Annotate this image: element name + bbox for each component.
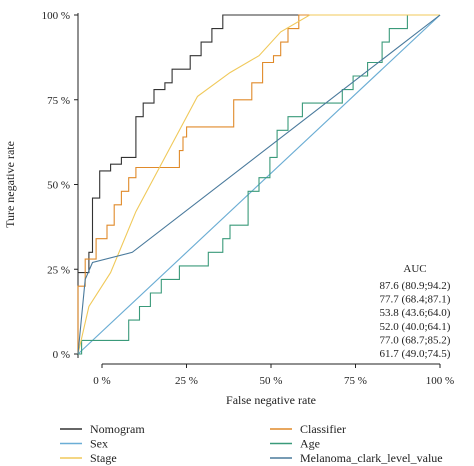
legend-label: Nomogram xyxy=(90,422,145,436)
auc-value: 52.0 (40.0;64.1) xyxy=(380,321,451,333)
series-lines xyxy=(77,14,441,355)
legend-item: Sex xyxy=(60,437,108,451)
legend-item: Age xyxy=(270,437,320,451)
x-tick-label: 75 % xyxy=(344,375,367,387)
auc-value: 77.7 (68.4;87.1) xyxy=(380,294,451,306)
auc-value: 61.7 (49.0;74.5) xyxy=(380,348,451,360)
legend-label: Melanoma_clark_level_value xyxy=(300,451,443,465)
x-tick-label: 25 % xyxy=(175,375,198,387)
legend-item: Stage xyxy=(60,451,117,465)
series-line-classifier xyxy=(77,14,440,354)
auc-value: 77.0 (68.7;85.2) xyxy=(380,334,451,346)
axes: 0 % 25 % 50 % 75 % 100 % 0 % 25 % 50 % 75 % 100 % xyxy=(42,10,455,387)
x-tick-label: 100 % xyxy=(426,375,454,387)
legend-item: Nomogram xyxy=(60,422,145,436)
series-line-stage xyxy=(77,14,440,355)
auc-value: 53.8 (43.6;64.0) xyxy=(380,307,451,319)
y-axis-title: Ture negative rate xyxy=(3,141,17,228)
y-tick-label: 0 % xyxy=(53,349,70,361)
series-line-melanoma-clark-level-value xyxy=(77,14,441,355)
series-line-age xyxy=(78,14,440,355)
legend-label: Sex xyxy=(90,437,108,451)
legend-item: Melanoma_clark_level_value xyxy=(270,451,443,465)
series-line-nomogram xyxy=(77,14,440,354)
y-tick-label: 50 % xyxy=(47,180,70,192)
y-tick-label: 75 % xyxy=(47,95,70,107)
auc-value: 87.6 (80.9;94.2) xyxy=(380,280,451,292)
legend-item: Classifier xyxy=(270,422,346,436)
x-tick-label: 0 % xyxy=(93,375,110,387)
legend: Nomogram Classifier Sex Age Stage Melanoma_cl… xyxy=(60,422,443,465)
y-tick-label: 25 % xyxy=(47,264,70,276)
x-tick-label: 50 % xyxy=(260,375,283,387)
y-tick-label: 100 % xyxy=(42,10,70,22)
legend-label: Age xyxy=(300,437,320,451)
legend-label: Stage xyxy=(90,451,117,465)
auc-title: AUC xyxy=(403,263,426,275)
auc-panel: AUC 87.6 (80.9;94.2) 77.7 (68.4;87.1)53.8 … xyxy=(380,263,451,360)
legend-label: Classifier xyxy=(300,422,346,436)
x-axis-title: False negative rate xyxy=(226,393,316,407)
